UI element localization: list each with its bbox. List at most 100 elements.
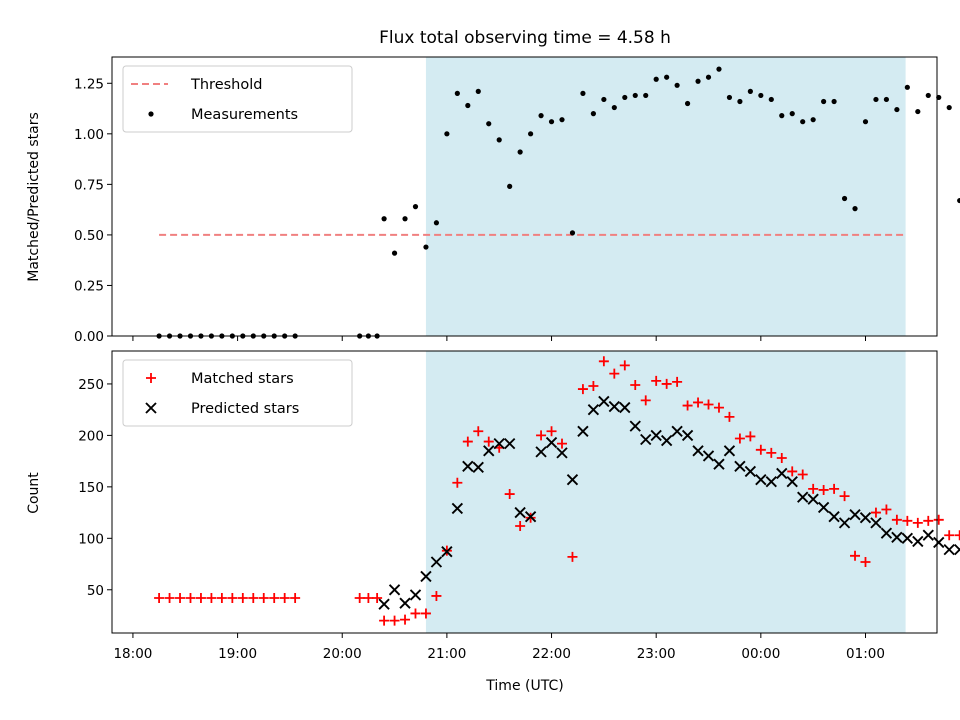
data-point [515,520,526,531]
data-point [517,149,523,155]
data-point [378,598,390,610]
data-point [451,502,464,515]
data-point [870,517,882,529]
legend-swatch [148,111,154,117]
data-point [475,88,481,94]
data-point [891,531,903,543]
y-tick-label: 0.50 [74,228,104,244]
data-point [651,375,662,386]
y-tick-label: 0.25 [74,278,104,294]
data-point [452,477,463,488]
data-point [269,593,280,604]
data-point [789,111,795,117]
data-point [862,119,869,125]
series-matched-stars [154,356,960,626]
data-point [681,429,694,442]
data-point [891,514,902,525]
data-point [441,546,453,558]
data-point [755,473,767,486]
data-point [925,92,931,99]
x-tick-label: 00:00 [741,646,780,662]
data-point [381,216,387,222]
data-point [922,529,934,541]
y-tick-label: 1.00 [74,127,104,143]
data-point [671,425,683,437]
data-point [716,66,722,72]
data-point [496,137,502,143]
x-tick-label: 19:00 [218,646,257,662]
data-point [598,395,610,408]
data-point [206,593,217,604]
data-point [431,590,442,601]
data-point [808,483,819,494]
data-point [831,98,837,105]
data-point [504,437,516,450]
data-point [399,597,411,609]
data-point [880,527,893,539]
data-point [588,380,599,391]
legend: Threshold Measurements [122,65,353,133]
data-point [622,94,628,101]
data-point [747,88,753,94]
data-point [904,84,910,90]
data-point [483,445,495,457]
data-point [185,593,196,604]
data-point [734,460,746,472]
ratio-panel: Flux total observing time = 4.58 h Match… [26,28,960,345]
data-point [828,511,840,523]
data-point [703,399,714,410]
x-tick-label: 18:00 [113,646,152,662]
data-point [216,593,227,604]
data-point [279,593,290,604]
y-tick-label: 150 [78,480,104,496]
data-point [643,92,649,99]
data-point [430,556,443,568]
legend-label: Matched stars [191,371,294,387]
data-point [902,515,913,526]
data-point [713,402,724,413]
data-point [672,376,683,387]
data-point [894,106,900,113]
shaded-observing-window [425,57,906,336]
x-axis-label: Time (UTC) [485,678,563,694]
data-point [454,90,460,96]
x-tick-label: 23:00 [637,646,676,662]
data-point [944,530,955,541]
data-point [817,501,830,514]
data-point [379,615,390,626]
data-point [800,119,806,125]
data-point [566,473,579,486]
data-point [765,476,777,488]
data-point [569,230,576,236]
data-point [609,368,620,379]
legend-box [122,359,353,427]
data-point [640,433,652,446]
x-tick-label: 22:00 [532,646,571,662]
bottom-y-axis-label: Count [26,472,42,514]
data-point [768,96,774,103]
data-point [744,465,757,478]
data-point [850,550,861,561]
legend-label: Predicted stars [191,401,299,417]
legend-swatch [145,402,157,414]
y-tick-label: 0.00 [74,329,104,345]
data-point [818,484,829,495]
data-point [726,94,733,101]
data-point [567,551,578,562]
data-point [493,437,505,450]
data-point [462,436,473,447]
legend: Matched stars Predicted stars [122,359,353,427]
data-point [787,466,798,477]
data-point [258,593,269,604]
data-point [608,400,620,413]
data-point [601,96,607,103]
data-point [693,397,704,408]
data-point [372,593,383,604]
data-point [433,220,440,226]
data-point [838,517,851,529]
data-point [684,100,691,107]
data-point [745,431,756,442]
data-point [389,615,400,626]
data-point [713,458,725,470]
shaded-observing-window [425,351,906,633]
